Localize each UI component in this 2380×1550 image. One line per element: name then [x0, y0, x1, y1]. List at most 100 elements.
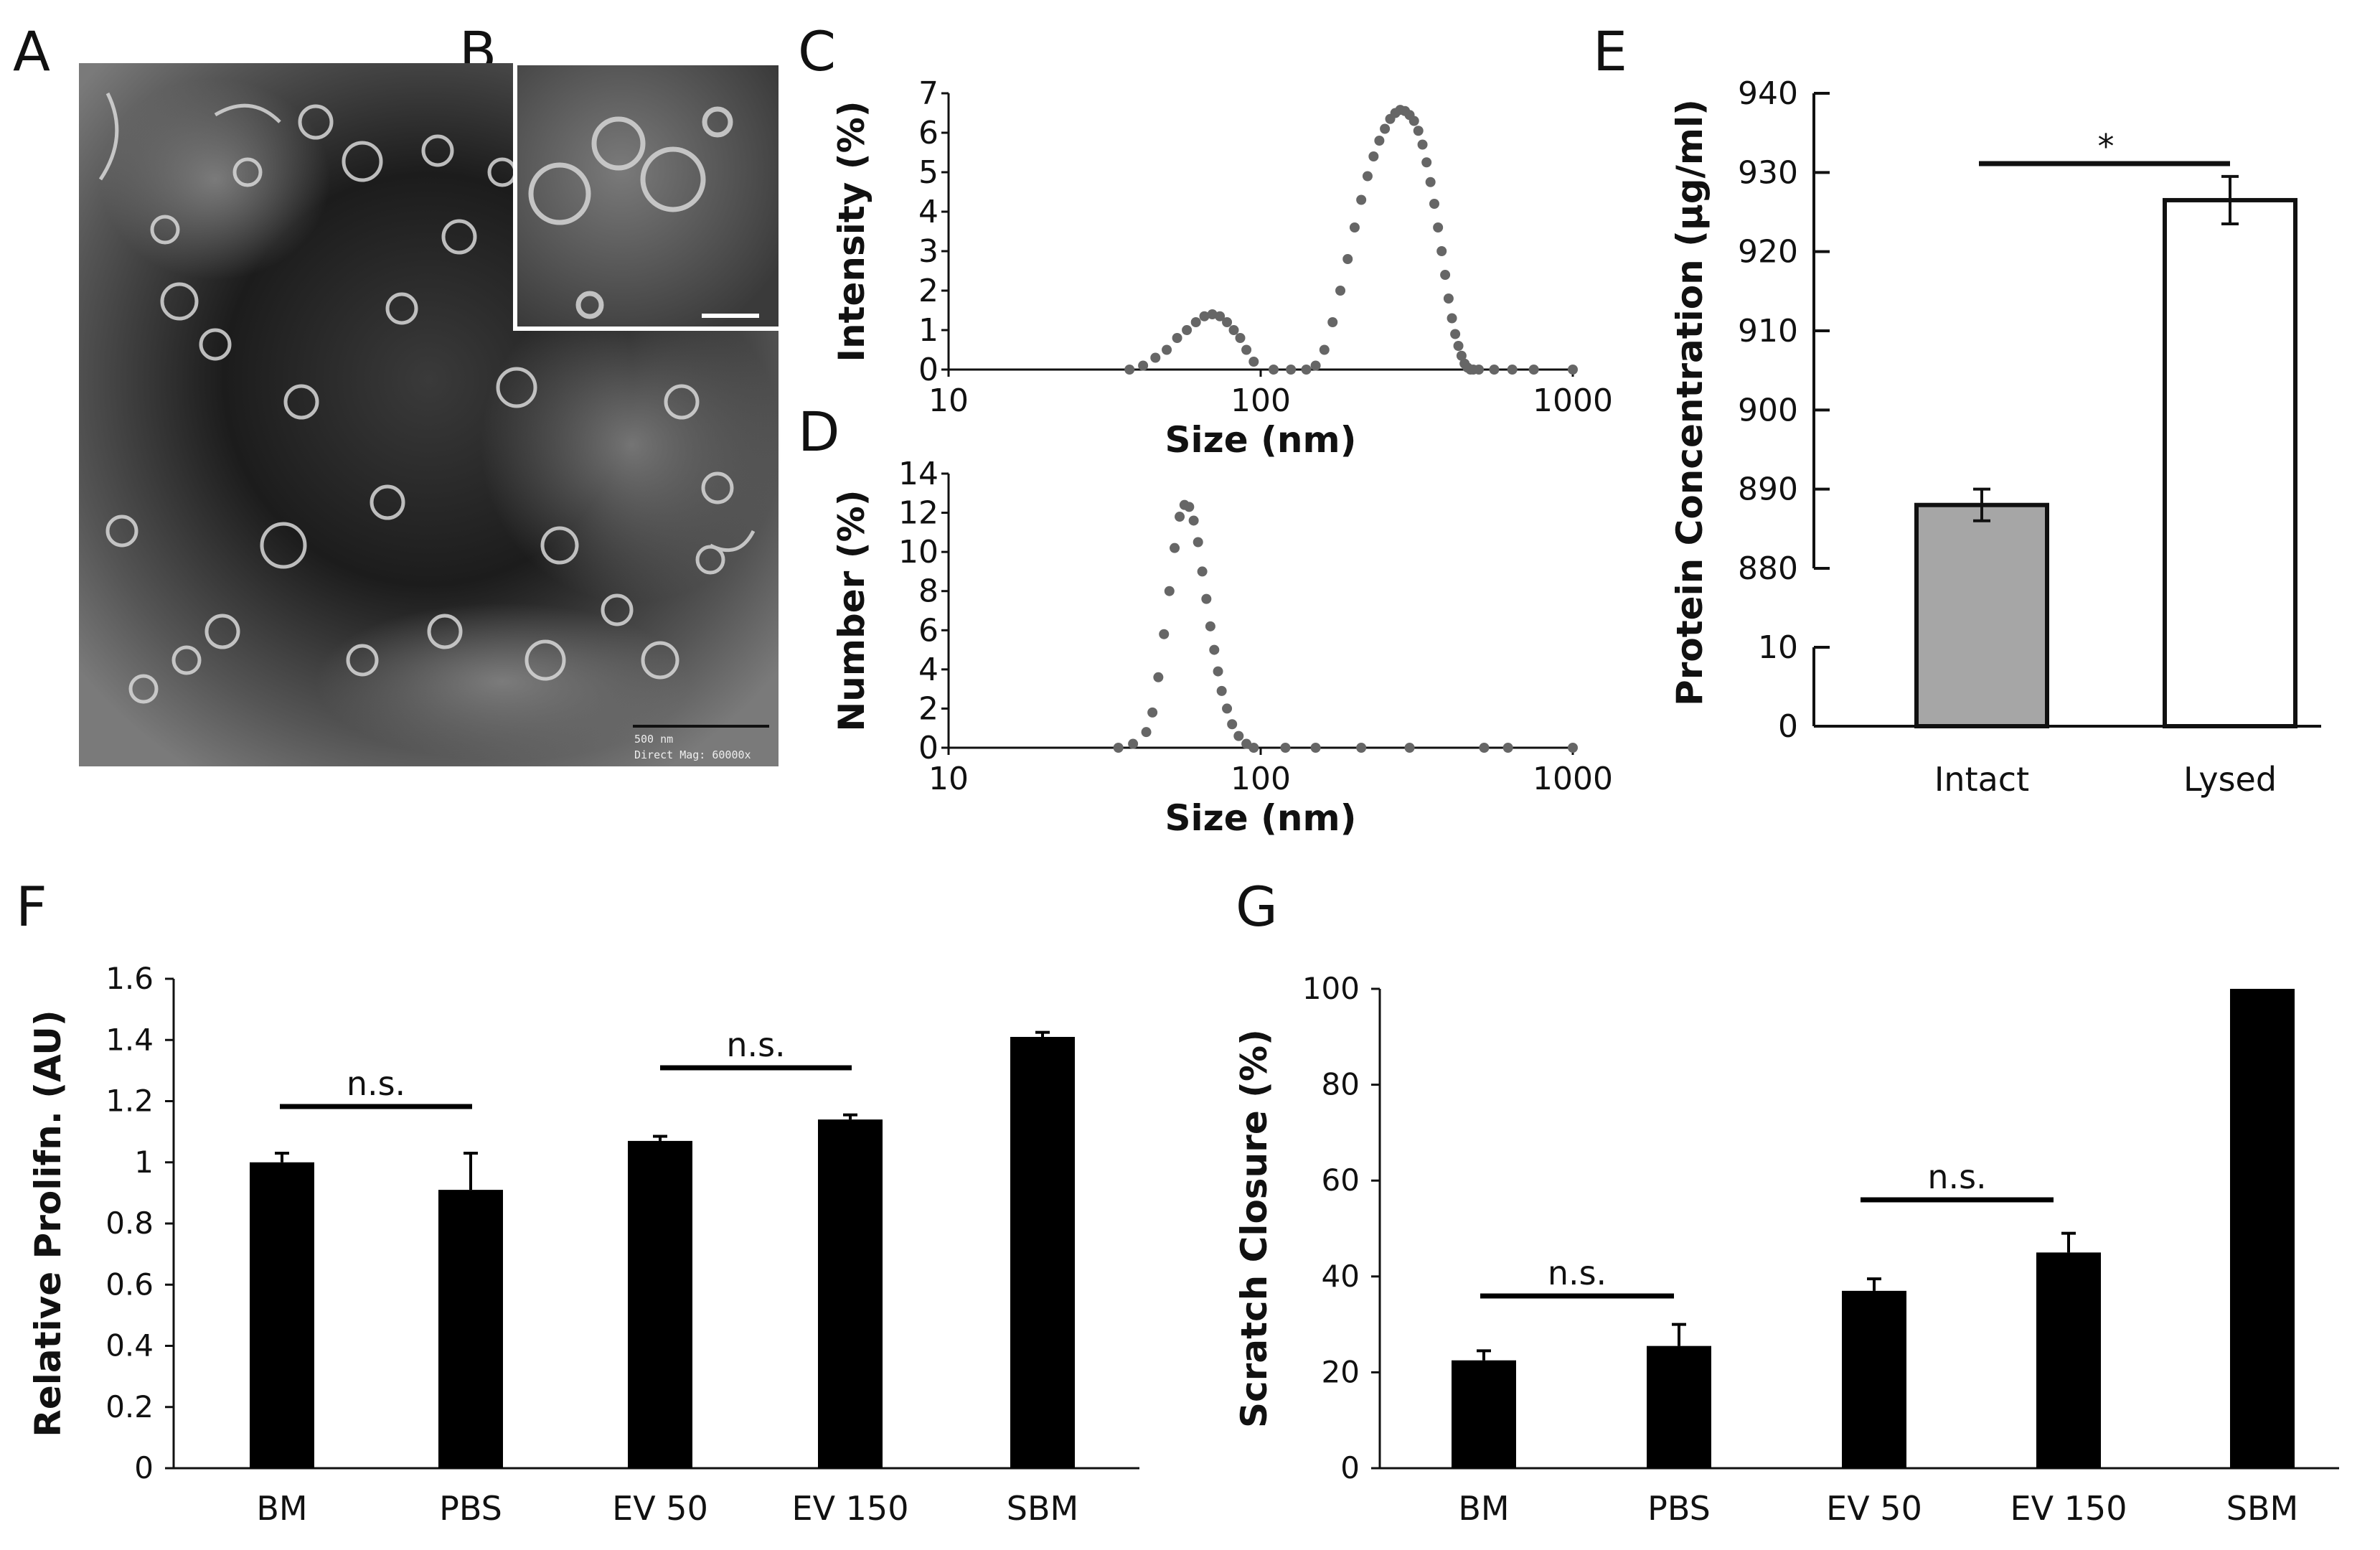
panel-label-e: E: [1593, 19, 1627, 83]
data-point: [1568, 743, 1578, 753]
x-tick-label: 10: [928, 761, 969, 797]
data-point: [1356, 194, 1367, 205]
data-point: [1327, 317, 1338, 327]
data-point: [1413, 126, 1424, 136]
data-point: [1153, 672, 1164, 682]
data-point: [1404, 743, 1415, 753]
category-label: EV 150: [2010, 1489, 2127, 1528]
y-tick-label: 0.6: [105, 1267, 154, 1302]
x-axis-label: Size (nm): [1165, 797, 1357, 839]
data-point: [1164, 586, 1175, 596]
category-label: Intact: [1934, 760, 2029, 799]
data-point: [1356, 743, 1367, 753]
vesicle-outlines: [98, 92, 756, 704]
data-point: [1248, 357, 1259, 367]
y-tick-label: 4: [918, 194, 939, 230]
chart-f-proliferation: 0 0.2 0.4 0.6 0.8 1 1.2 1.4 1.6 BM PBS EV 50 EV 150 S…: [27, 961, 1139, 1528]
category-label: BM: [256, 1489, 307, 1528]
data-point: [1170, 542, 1180, 553]
category-label: EV 150: [792, 1489, 909, 1528]
y-tick-label: 2: [918, 690, 939, 727]
significance-label: n.s.: [347, 1064, 405, 1103]
y-tick-label: 10: [1758, 629, 1798, 666]
data-point: [1207, 309, 1218, 319]
y-tick-label: 920: [1738, 234, 1798, 271]
y-tick-label: 3: [918, 233, 939, 270]
y-tick-label: 0.2: [105, 1389, 154, 1424]
y-tick-label: 60: [1322, 1162, 1360, 1198]
data-point: [1408, 116, 1419, 126]
chart-e-protein: 880 890 900 910 920 930 940 0 10 Intact Lysed * Prot…: [1669, 75, 2321, 799]
data-point: [1310, 743, 1321, 753]
x-tick-label: 100: [1231, 382, 1291, 419]
data-point: [1182, 325, 1193, 335]
y-tick-label: 0: [918, 352, 939, 388]
bar: [2036, 1252, 2101, 1468]
data-point: [1241, 344, 1252, 355]
data-point: [1301, 365, 1312, 375]
data-point: [1193, 537, 1203, 548]
data-point: [1280, 743, 1291, 753]
data-point: [1453, 341, 1464, 351]
bar: [818, 1119, 883, 1468]
data-point: [1528, 365, 1539, 375]
data-point: [1269, 365, 1279, 375]
scale-bar: 500 nm Direct Mag: 60000x: [633, 725, 769, 761]
data-point: [1342, 254, 1353, 264]
scale-bar-label: 500 nm: [634, 733, 673, 746]
y-tick-label: 1.4: [105, 1022, 154, 1057]
y-tick-label: 1: [134, 1145, 154, 1180]
chart-g-scratch: 0 20 40 60 80 100 BM PBS EV 50 EV 150 SBM n.s. n.s. S…: [1233, 971, 2339, 1528]
y-tick-label: 100: [1302, 971, 1360, 1006]
significance-label: *: [2098, 127, 2115, 166]
y-tick-label: 6: [918, 612, 939, 649]
data-point: [1159, 629, 1170, 639]
micrograph-b-inset: [513, 61, 783, 331]
data-point: [1374, 136, 1385, 146]
data-point: [1205, 621, 1215, 631]
data-point: [1248, 743, 1259, 753]
y-tick-label: 2: [918, 273, 939, 309]
bar: [2230, 989, 2295, 1468]
data-point: [1417, 139, 1428, 150]
bar: [1842, 1290, 1906, 1468]
data-point: [1209, 644, 1220, 655]
panel-label-g: G: [1236, 875, 1278, 939]
category-label: EV 50: [1826, 1489, 1922, 1528]
data-point: [1188, 515, 1199, 526]
data-point: [1447, 313, 1457, 324]
data-point: [1568, 365, 1578, 375]
y-tick-label: 12: [898, 495, 939, 532]
data-point: [1215, 311, 1226, 321]
category-label: PBS: [439, 1489, 502, 1528]
data-point: [1286, 365, 1297, 375]
category-label: EV 50: [612, 1489, 708, 1528]
y-tick-label: 7: [918, 75, 939, 112]
data-point: [1172, 333, 1182, 343]
data-point: [1440, 270, 1451, 280]
y-tick-label: 900: [1738, 392, 1798, 428]
bar: [2163, 197, 2297, 728]
bar: [438, 1190, 503, 1468]
y-tick-label: 0: [1340, 1450, 1360, 1485]
data-point: [1436, 246, 1447, 256]
y-tick-label: 890: [1738, 471, 1798, 508]
data-point: [1425, 177, 1436, 187]
x-tick-label: 1000: [1533, 382, 1613, 419]
data-point: [1138, 360, 1149, 371]
y-tick-label: 0: [134, 1450, 154, 1485]
data-point: [1335, 286, 1346, 296]
category-label: PBS: [1647, 1489, 1711, 1528]
y-tick-label: 10: [898, 534, 939, 570]
y-tick-label: 14: [898, 456, 939, 492]
data-point: [1216, 685, 1227, 696]
data-point: [1362, 171, 1373, 182]
y-tick-label: 4: [918, 652, 939, 688]
y-tick-label: 80: [1322, 1067, 1360, 1102]
data-point: [1228, 325, 1239, 335]
y-axis-label: Number (%): [831, 489, 872, 731]
x-tick-label: 100: [1231, 761, 1291, 797]
data-point: [1433, 222, 1444, 232]
bar: [250, 1162, 314, 1468]
